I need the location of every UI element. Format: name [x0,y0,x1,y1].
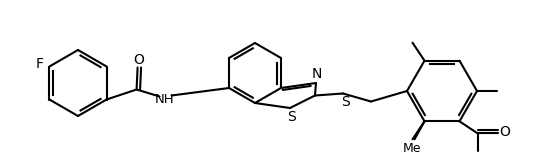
Text: NH: NH [155,93,174,106]
Text: O: O [499,125,510,139]
Text: S: S [287,110,295,124]
Text: F: F [35,58,43,72]
Text: S: S [342,95,350,109]
Text: O: O [133,53,144,67]
Text: N: N [312,67,322,81]
Text: Me: Me [403,142,422,155]
